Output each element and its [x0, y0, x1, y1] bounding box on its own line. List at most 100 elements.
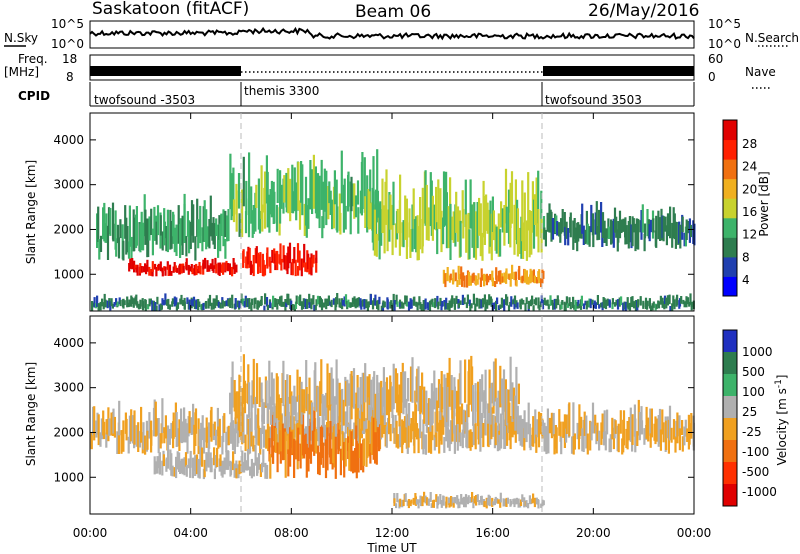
heatmap-cell — [116, 431, 119, 454]
heatmap-cell — [377, 299, 380, 311]
heatmap-cell — [248, 152, 251, 205]
velocity-colorbar-swatch — [723, 484, 737, 507]
heatmap-cell — [187, 264, 190, 275]
heatmap-cell — [197, 219, 200, 249]
heatmap-cell — [665, 420, 668, 451]
heatmap-cell — [509, 416, 512, 450]
heatmap-cell — [260, 382, 263, 403]
heatmap-cell — [269, 426, 272, 448]
heatmap-cell — [286, 374, 289, 418]
heatmap-cell — [385, 377, 389, 416]
heatmap-cell — [479, 277, 482, 287]
heatmap-cell — [685, 296, 688, 308]
y-tick-label: 4000 — [53, 133, 84, 147]
heatmap-cell — [451, 497, 454, 506]
heatmap-cell — [423, 434, 426, 449]
heatmap-cell — [646, 300, 649, 307]
x-axis-label: Time UT — [366, 541, 417, 554]
heatmap-cell — [603, 410, 606, 442]
heatmap-cell — [161, 270, 164, 277]
heatmap-cell — [355, 413, 358, 456]
velocity-colorbar-swatch — [723, 440, 737, 463]
heatmap-cell — [426, 403, 429, 425]
heatmap-cell — [622, 410, 626, 446]
heatmap-cell — [175, 412, 178, 447]
heatmap-cell — [468, 359, 471, 406]
heatmap-cell — [589, 420, 592, 451]
heatmap-cell — [305, 205, 308, 238]
heatmap-cell — [321, 425, 324, 458]
heatmap-cell — [275, 204, 279, 232]
heatmap-cell — [259, 252, 262, 273]
heatmap-cell — [557, 299, 560, 306]
heatmap-cell — [308, 377, 311, 415]
heatmap-cell — [297, 266, 300, 276]
heatmap-cell — [499, 365, 502, 408]
heatmap-cell — [380, 380, 383, 426]
heatmap-cell — [193, 264, 196, 276]
heatmap-cell — [511, 264, 514, 279]
heatmap-cell — [488, 495, 491, 507]
heatmap-cell — [109, 208, 112, 236]
heatmap-cell — [447, 497, 450, 506]
heatmap-cell — [678, 298, 682, 307]
heatmap-cell — [525, 220, 528, 261]
heatmap-cell — [441, 301, 444, 307]
heatmap-cell — [173, 296, 176, 307]
heatmap-cell — [361, 152, 364, 209]
heatmap-cell — [433, 204, 436, 230]
heatmap-cell — [518, 227, 522, 254]
heatmap-cell — [586, 300, 589, 308]
heatmap-cell — [466, 404, 469, 433]
heatmap-cell — [441, 387, 444, 410]
heatmap-cell — [376, 190, 379, 223]
heatmap-cell — [632, 301, 636, 309]
velocity-colorbar-swatch — [723, 462, 737, 485]
heatmap-cell — [518, 415, 521, 442]
velocity-colorbar-swatch — [723, 330, 737, 353]
heatmap-cell — [230, 422, 233, 444]
heatmap-cell — [489, 388, 492, 425]
heatmap-cell — [464, 498, 467, 508]
heatmap-cell — [155, 267, 158, 277]
heatmap-cell — [469, 275, 472, 286]
heatmap-cell — [230, 173, 233, 221]
heatmap-cell — [658, 408, 662, 445]
heatmap-cell — [262, 449, 265, 468]
heatmap-cell — [292, 191, 295, 214]
heatmap-cell — [453, 303, 456, 310]
heatmap-cell — [198, 461, 201, 479]
heatmap-cell — [688, 301, 691, 307]
heatmap-cell — [393, 300, 396, 311]
heatmap-cell — [328, 372, 331, 411]
heatmap-cell — [657, 210, 660, 240]
heatmap-cell — [275, 405, 278, 440]
velocity-colorbar-label: Velocity [m s-1] — [774, 375, 789, 466]
heatmap-cell — [338, 425, 342, 447]
heatmap-cell — [448, 357, 451, 407]
heatmap-cell — [634, 223, 637, 252]
heatmap-cell — [311, 402, 314, 431]
heatmap-cell — [666, 295, 669, 306]
heatmap-cell — [537, 411, 541, 448]
heatmap-cell — [171, 301, 174, 307]
heatmap-cell — [490, 213, 493, 261]
heatmap-cell — [494, 416, 497, 446]
heatmap-cell — [329, 190, 332, 215]
heatmap-cell — [236, 300, 239, 308]
heatmap-cell — [467, 495, 470, 503]
heatmap-cell — [521, 418, 524, 447]
heatmap-cell — [523, 410, 526, 439]
heatmap-cell — [137, 422, 140, 452]
heatmap-cell — [192, 204, 195, 243]
heatmap-cell — [287, 433, 290, 454]
heatmap-cell — [411, 357, 414, 403]
heatmap-cell — [437, 379, 441, 408]
heatmap-cell — [341, 431, 344, 461]
heatmap-cell — [559, 421, 562, 442]
heatmap-cell — [273, 191, 276, 224]
heatmap-cell — [208, 219, 211, 249]
heatmap-cell — [489, 274, 492, 281]
heatmap-cell — [144, 435, 147, 455]
heatmap-cell — [489, 200, 492, 247]
